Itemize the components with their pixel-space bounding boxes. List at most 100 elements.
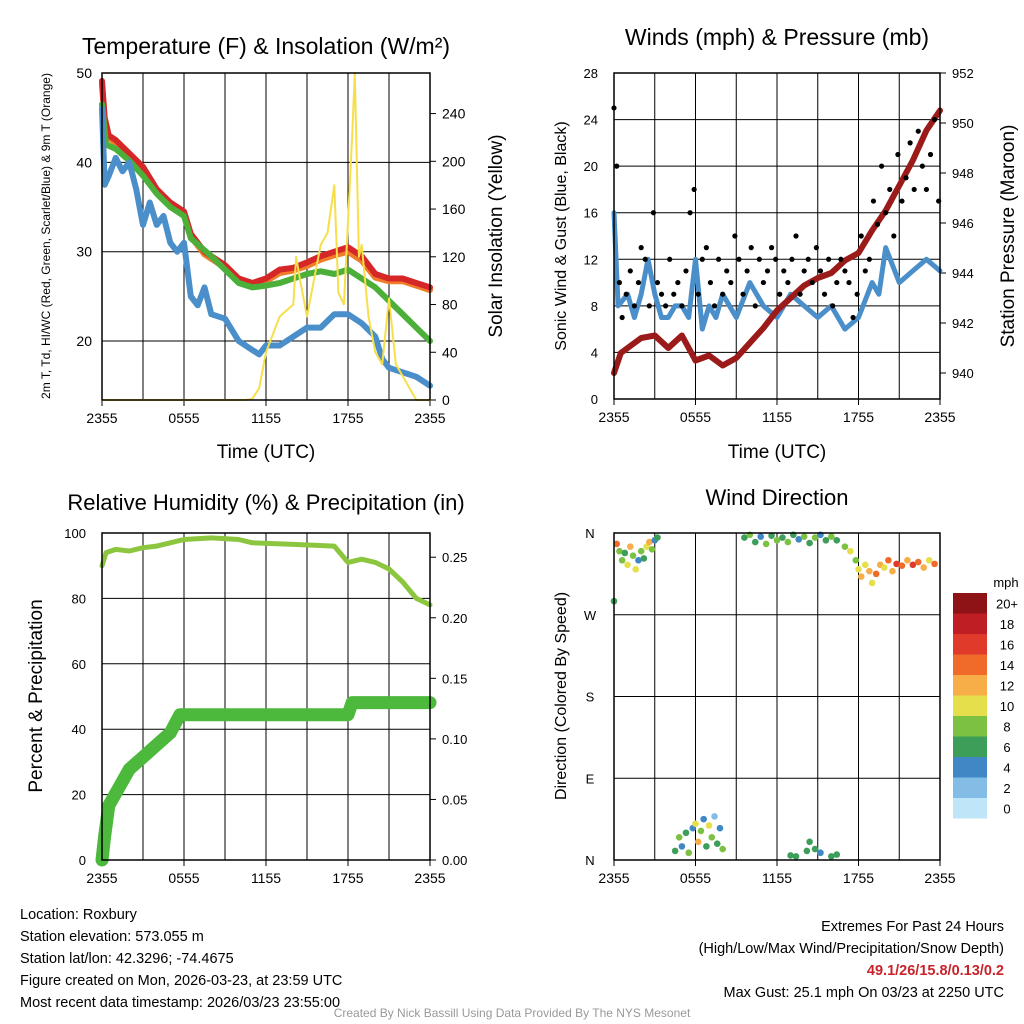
gust-point — [642, 256, 648, 262]
direction-point — [893, 560, 900, 568]
direction-point — [795, 536, 803, 543]
gust-point — [891, 233, 897, 239]
direction-point — [697, 827, 705, 835]
gust-point — [821, 291, 828, 297]
direction-point — [898, 562, 906, 569]
direction-point — [694, 838, 702, 846]
y2-tick-label: 0.25 — [442, 550, 467, 565]
y-tick-label: 0 — [79, 853, 86, 868]
direction-point — [847, 547, 854, 555]
chart-title: Relative Humidity (%) & Precipitation (i… — [67, 490, 464, 515]
direction-point — [857, 573, 865, 580]
y-axis-label: Direction (Colored By Speed) — [553, 592, 570, 800]
direction-point — [616, 547, 623, 555]
gust-point — [846, 279, 852, 286]
y-tick-label: 0 — [591, 392, 598, 407]
gust-point — [805, 256, 811, 262]
colorbar-tick-label: 18 — [1000, 617, 1014, 632]
gust-point — [768, 245, 775, 251]
direction-point — [779, 534, 786, 541]
y2-tick-label: 0.20 — [442, 611, 467, 626]
gust-point — [809, 279, 815, 286]
gust-point — [858, 233, 864, 239]
direction-point — [640, 555, 648, 562]
gust-point — [911, 186, 917, 193]
direction-point — [909, 561, 917, 569]
direction-point — [792, 853, 800, 860]
gust-point — [654, 279, 661, 286]
extremes-title: Extremes For Past 24 Hours — [821, 919, 1004, 935]
direction-point — [708, 833, 716, 841]
colorbar-swatch — [953, 593, 987, 614]
direction-point — [931, 560, 938, 568]
x-tick-label: 1755 — [843, 409, 874, 425]
series-2m-t — [99, 78, 433, 291]
direction-point — [648, 546, 656, 553]
y2-tick-label: 240 — [442, 106, 466, 122]
gust-point — [724, 268, 730, 274]
gust-point — [707, 279, 714, 286]
colorbar-tick-label: 6 — [1003, 740, 1010, 755]
y-tick-label: 4 — [591, 345, 598, 360]
y2-tick-label: 946 — [952, 216, 974, 231]
x-tick-label: 2355 — [414, 410, 445, 426]
gust-point — [927, 151, 934, 158]
gust-point — [842, 268, 848, 274]
gust-point — [907, 140, 913, 146]
x-tick-label: 1755 — [332, 870, 363, 886]
gust-point — [931, 116, 938, 123]
gust-point — [732, 233, 738, 239]
direction-point — [773, 536, 781, 544]
y-tick-label: 50 — [76, 65, 92, 81]
chart-title: Winds (mph) & Pressure (mb) — [625, 24, 929, 50]
series-precipitation — [95, 696, 437, 867]
gust-point — [834, 279, 840, 286]
plot-frame — [101, 532, 431, 861]
gust-point — [801, 268, 807, 274]
direction-point — [881, 564, 888, 571]
direction-point — [705, 822, 713, 829]
gust-point — [838, 256, 844, 262]
x-tick-label: 2355 — [86, 870, 117, 886]
direction-point — [682, 829, 690, 837]
gust-point — [740, 291, 746, 297]
gust-point — [752, 303, 758, 309]
y-tick-label: 100 — [64, 526, 86, 541]
direction-point — [675, 833, 683, 841]
gust-point — [635, 279, 642, 286]
direction-point — [806, 838, 813, 846]
direction-point — [624, 561, 631, 569]
y-tick-label: S — [586, 690, 595, 705]
gust-point — [715, 256, 722, 262]
y2-axis-label: Station Pressure (Maroon) — [998, 125, 1019, 348]
y-axis-label: Sonic Wind & Gust (Blue, Black) — [553, 121, 570, 350]
direction-point — [678, 843, 686, 850]
gust-point — [748, 245, 754, 251]
gust-point — [862, 268, 868, 274]
series-dewpoint — [99, 101, 433, 344]
x-axis-label: Time (UTC) — [217, 442, 316, 463]
colorbar-swatch — [953, 736, 987, 757]
gust-point — [627, 268, 633, 274]
y-tick-label: 80 — [72, 591, 86, 606]
x-tick-label: 0555 — [680, 870, 711, 886]
direction-point — [868, 579, 876, 587]
direction-point — [784, 538, 792, 546]
direction-point — [741, 534, 748, 541]
colorbar-tick-label: 8 — [1003, 719, 1010, 734]
direction-point — [703, 843, 710, 850]
direction-point — [800, 533, 808, 540]
y-tick-label: 20 — [72, 788, 86, 803]
latlon-text: Station lat/lon: 42.3296; -74.4675 — [20, 951, 234, 967]
direction-point — [627, 543, 634, 550]
credit-text: Created By Nick Bassill Using Data Provi… — [333, 1006, 691, 1020]
direction-point — [866, 567, 873, 575]
gust-point — [895, 151, 901, 158]
gust-point — [683, 268, 689, 274]
x-tick-label: 2355 — [598, 870, 629, 886]
y2-tick-label: 952 — [952, 66, 974, 81]
gust-point — [691, 186, 697, 193]
series-relative-humidity — [99, 535, 433, 608]
colorbar-swatch — [953, 716, 987, 737]
